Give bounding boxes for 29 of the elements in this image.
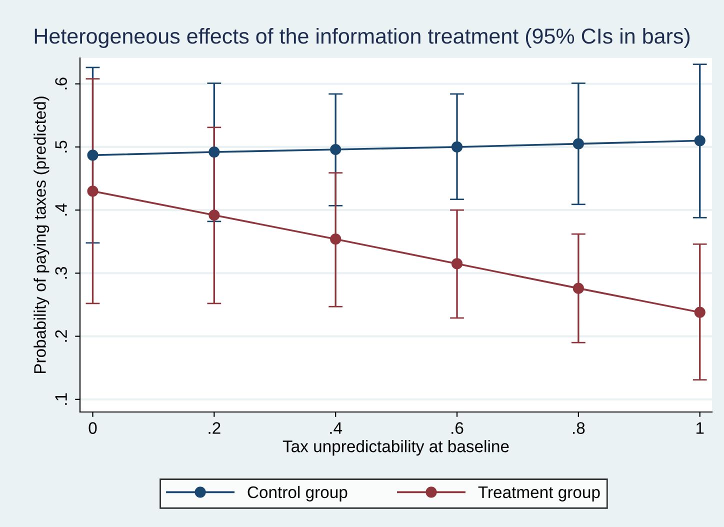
point <box>572 282 584 294</box>
point <box>451 258 463 270</box>
x-tick-label: .8 <box>573 422 585 434</box>
point <box>208 146 220 158</box>
point <box>330 234 342 245</box>
x-tick-label: 1 <box>696 422 704 434</box>
point <box>208 210 220 221</box>
y-tick-label: .3 <box>55 266 67 279</box>
y-tick-label: .1 <box>55 393 67 405</box>
y-tick-label: .5 <box>55 140 67 152</box>
x-tick-label: 0 <box>88 422 97 434</box>
point <box>694 135 706 146</box>
y-tick-label: .2 <box>55 330 67 342</box>
point <box>572 138 584 150</box>
y-tick-label: .6 <box>55 78 67 90</box>
x-tick-label: .2 <box>208 422 220 434</box>
legend-label: Treatment group <box>478 486 600 502</box>
y-axis-title: Probability of paying taxes (predicted) <box>34 96 50 374</box>
x-tick-label: .4 <box>330 422 342 434</box>
point <box>451 141 463 153</box>
x-tick-label: .6 <box>452 422 464 434</box>
point <box>330 144 342 156</box>
point <box>87 150 98 161</box>
x-axis-title: Tax unpredictability at baseline <box>282 440 509 456</box>
legend-label: Control group <box>248 486 348 502</box>
y-tick-label: .4 <box>55 204 67 216</box>
point <box>87 186 98 197</box>
point <box>694 306 706 318</box>
chart-title: Heterogeneous effects of the information treatment (95% CIs in bars) <box>34 28 690 48</box>
